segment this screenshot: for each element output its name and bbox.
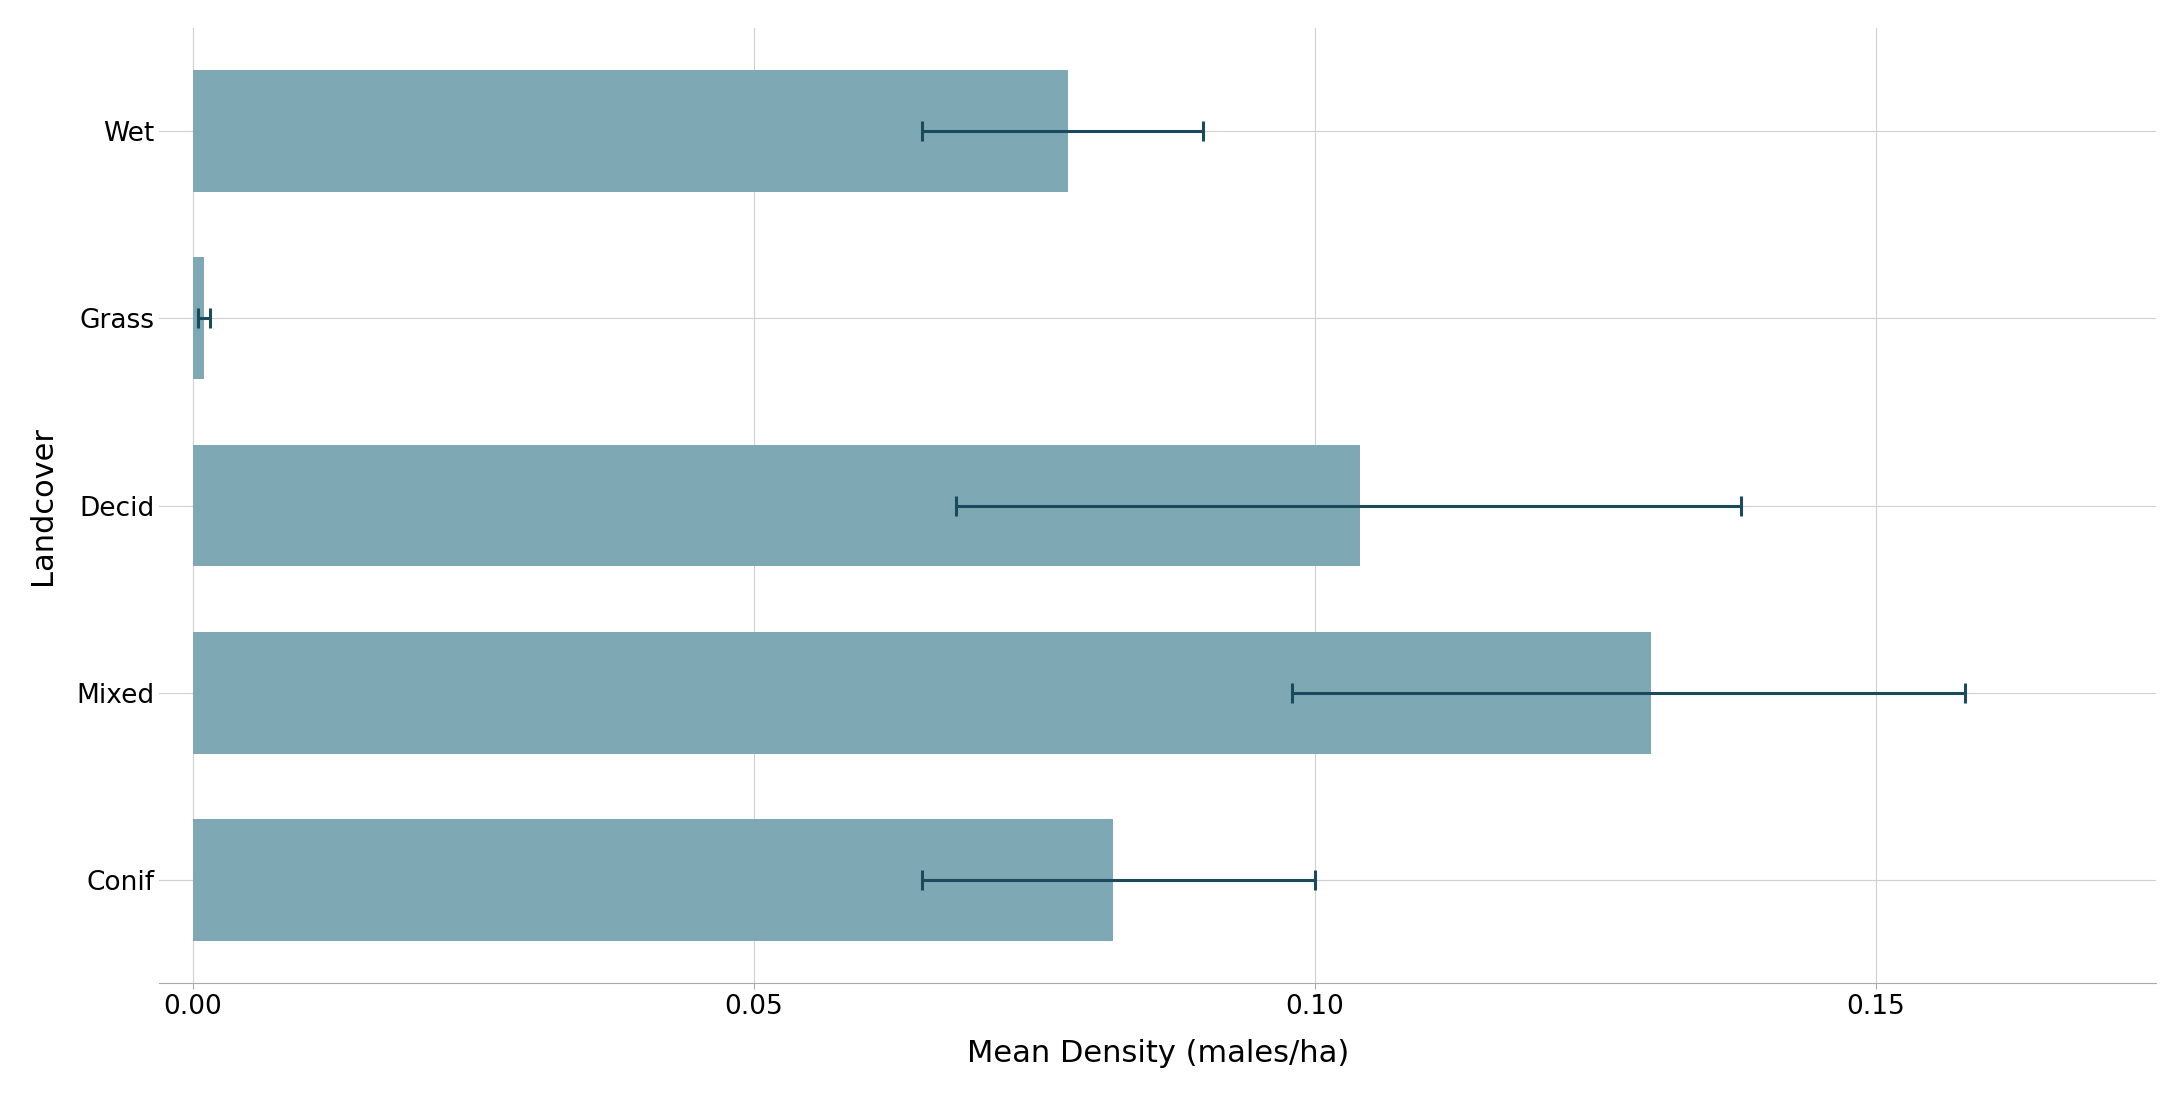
Bar (192, 632, 1651, 754)
Bar (192, 70, 1068, 192)
Bar (192, 258, 203, 379)
X-axis label: Mean Density (males/ha): Mean Density (males/ha) (968, 1039, 1350, 1069)
Y-axis label: Landcover: Landcover (28, 426, 57, 585)
Bar (192, 445, 1361, 567)
Bar (192, 820, 1114, 941)
